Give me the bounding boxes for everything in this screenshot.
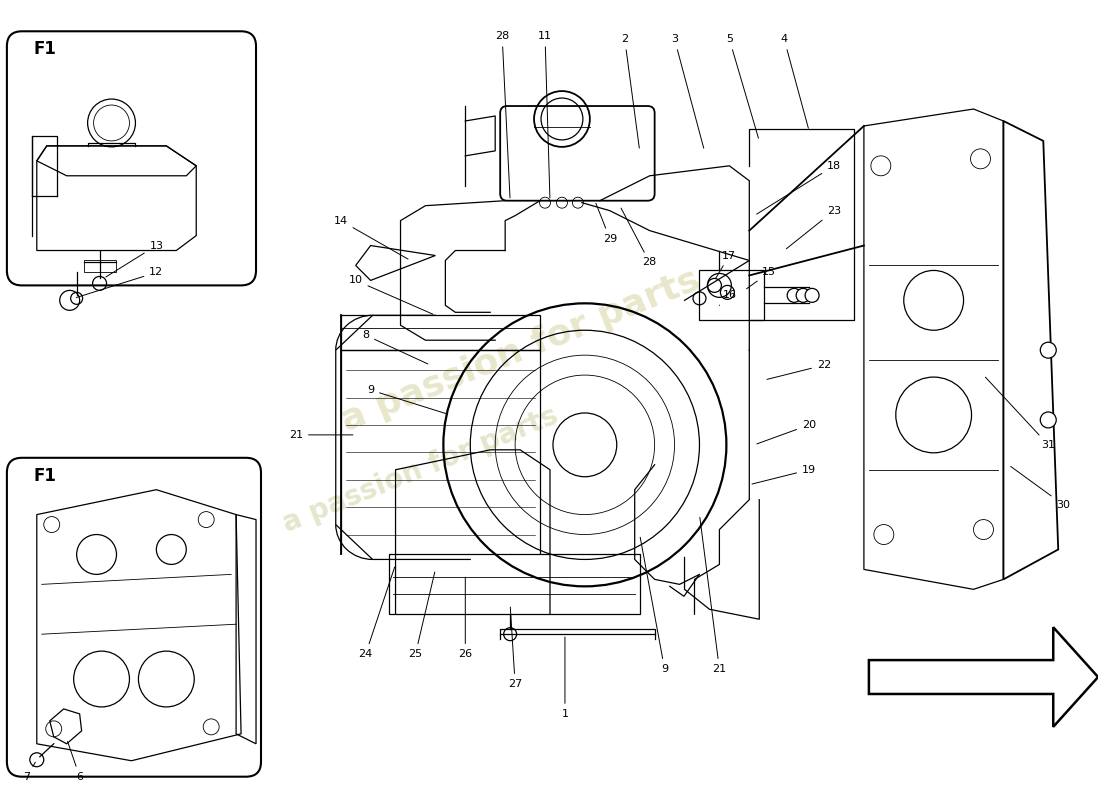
FancyBboxPatch shape: [500, 106, 654, 201]
Text: 24: 24: [359, 567, 395, 659]
Text: 13: 13: [106, 241, 164, 277]
Text: 22: 22: [767, 360, 832, 379]
Text: 31: 31: [986, 377, 1055, 450]
Circle shape: [788, 288, 801, 302]
Text: 12: 12: [76, 267, 164, 298]
Text: 3: 3: [671, 34, 704, 148]
Text: 19: 19: [752, 465, 816, 484]
Text: 28: 28: [495, 31, 510, 198]
Circle shape: [805, 288, 820, 302]
Text: 29: 29: [596, 203, 617, 243]
Text: a passion for parts: a passion for parts: [278, 402, 562, 538]
Text: 21: 21: [289, 430, 353, 440]
Text: 4: 4: [781, 34, 808, 128]
Text: 8: 8: [362, 330, 428, 364]
Circle shape: [796, 288, 810, 302]
Text: 21: 21: [700, 518, 726, 674]
Text: 14: 14: [333, 216, 408, 259]
Text: F1: F1: [33, 466, 56, 485]
FancyBboxPatch shape: [7, 458, 261, 777]
Bar: [84, 261, 116, 273]
FancyBboxPatch shape: [7, 31, 256, 286]
Text: 27: 27: [508, 607, 522, 689]
Text: 7: 7: [23, 762, 35, 782]
Text: 2: 2: [621, 34, 639, 148]
Text: 6: 6: [67, 742, 84, 782]
Text: 9: 9: [640, 538, 668, 674]
Text: 5: 5: [726, 34, 759, 138]
Text: 26: 26: [459, 577, 472, 659]
Text: F1: F1: [33, 40, 56, 58]
Text: 25: 25: [408, 572, 435, 659]
Text: 18: 18: [757, 161, 842, 214]
Text: 20: 20: [757, 420, 816, 444]
Circle shape: [1041, 412, 1056, 428]
Text: 11: 11: [538, 31, 552, 198]
Text: a passion for parts: a passion for parts: [336, 262, 704, 438]
Text: 28: 28: [621, 208, 657, 267]
Text: 9: 9: [367, 385, 448, 414]
Text: 10: 10: [349, 275, 433, 314]
Circle shape: [1041, 342, 1056, 358]
Text: 17: 17: [716, 250, 736, 278]
Bar: [700, 270, 764, 320]
Text: 1: 1: [561, 637, 569, 719]
Text: 16: 16: [719, 290, 736, 306]
Text: 30: 30: [1011, 466, 1070, 510]
Text: 23: 23: [786, 206, 842, 249]
Text: 15: 15: [747, 267, 777, 289]
